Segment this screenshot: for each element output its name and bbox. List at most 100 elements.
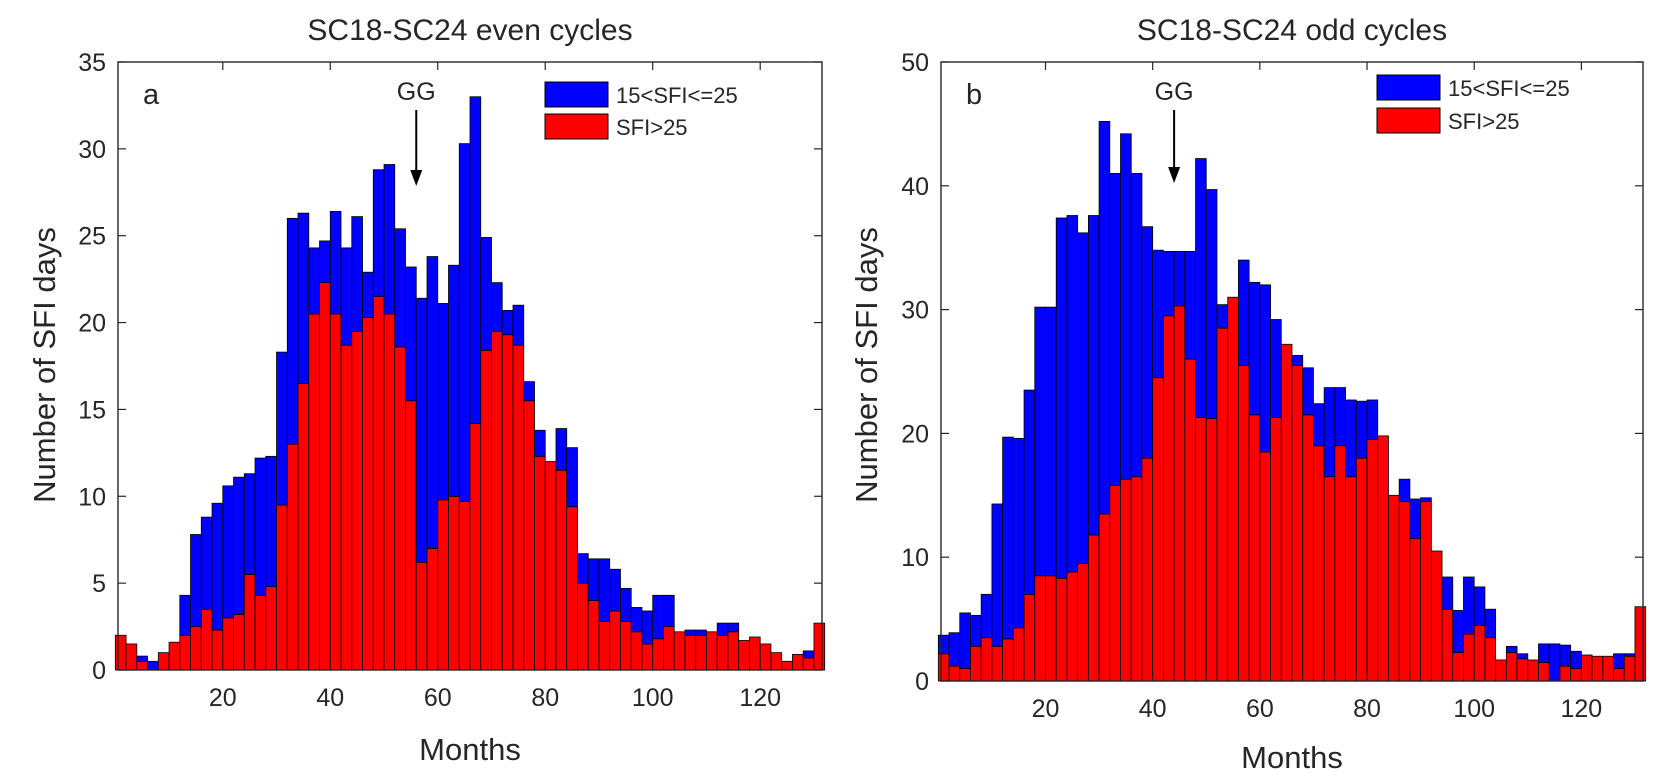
- panel-b-bar-blue: [1130, 173, 1143, 478]
- panel-b-bar-blue: [1173, 251, 1186, 307]
- panel-a-bar-red: [620, 620, 632, 671]
- panel-a-y-ticks: 0 5 10 15 20 25 30 35: [78, 49, 822, 685]
- panel-a-x-ticks: 20 40 60 80 100 120: [209, 62, 781, 712]
- panel-a-bar-red: [286, 443, 299, 671]
- panel-a-bar-blue: [534, 429, 546, 457]
- panel-b-bar-red: [1398, 501, 1411, 682]
- panel-a-bar-blue: [297, 212, 310, 384]
- panel-b-bar-red: [1495, 659, 1507, 682]
- panel-a-bar-red: [114, 634, 127, 671]
- panel-b-bar-red: [1248, 414, 1261, 682]
- panel-b-y-tick-label: 30: [901, 297, 929, 325]
- panel-b-bar-red: [1634, 606, 1647, 682]
- panel-a-bar-red: [426, 548, 439, 671]
- panel-b-bar-blue: [1484, 608, 1497, 639]
- panel-b-bar-blue: [1398, 478, 1411, 502]
- panel-b-bar-blue: [1355, 400, 1368, 459]
- panel-b-bar-red: [1055, 577, 1068, 682]
- panel-b-bar-red: [1463, 633, 1475, 682]
- panel-b-bar-red: [1580, 654, 1593, 682]
- panel-a-bar-blue: [222, 485, 234, 619]
- panel-a-bar-red: [276, 504, 288, 671]
- panel-b-bar-blue: [1463, 576, 1475, 635]
- panel-b-bar-red: [959, 668, 971, 682]
- panel-b-bar-blue: [1184, 251, 1196, 360]
- panel-a-bar-red: [125, 643, 138, 671]
- panel-a-bar-blue: [555, 428, 568, 471]
- panel-b-bar-blue: [1195, 158, 1207, 418]
- panel-b-bar-blue: [1548, 643, 1561, 682]
- panel-a-bar-blue: [566, 447, 578, 508]
- panel-a-bar-blue: [491, 282, 503, 332]
- panel-a-bar-blue: [329, 210, 342, 315]
- panel-a-bar-blue: [620, 587, 632, 622]
- panel-b-x-axis-label: Months: [1241, 740, 1343, 775]
- panel-a-bar-blue: [587, 558, 600, 601]
- panel-a-bar-red: [673, 631, 686, 671]
- panel-b-bar-blue: [1441, 576, 1454, 610]
- panel-b-bar-red: [1559, 665, 1572, 682]
- panel-b-bar-red: [980, 637, 993, 682]
- panel-b-x-tick-label: 60: [1246, 695, 1274, 723]
- panel-a-bar-red: [211, 629, 224, 671]
- panel-a-bar-red: [157, 652, 170, 671]
- panel-b-bar-red: [1591, 655, 1604, 682]
- panel-b-bar-blue: [1066, 215, 1079, 573]
- panel-a-bar-red: [297, 382, 310, 671]
- panel-a-legend-label-red: SFI>25: [616, 115, 688, 140]
- panel-a-bar-blue: [448, 264, 460, 497]
- panel-a-bar-blue: [577, 553, 589, 584]
- panel-a-bar-blue: [233, 476, 245, 615]
- panel-a-legend: 15<SFI<=25 SFI>25: [544, 81, 738, 140]
- panel-a-bar-red: [684, 634, 697, 671]
- panel-b-gg-annotation: GG: [1155, 78, 1194, 183]
- panel-a-bar-red: [609, 610, 621, 671]
- panel-a-x-axis-label: Months: [419, 732, 521, 767]
- panel-b-bar-blue: [1077, 232, 1089, 564]
- panel-a-bar-red: [555, 469, 568, 671]
- panel-b-bar-blue: [1259, 284, 1271, 453]
- panel-b-bar-red: [1034, 575, 1046, 682]
- panel-b-bar-red: [1066, 571, 1079, 682]
- panel-a-title: SC18-SC24 even cycles: [307, 14, 632, 47]
- panel-b-legend: 15<SFI<=25 SFI>25: [1376, 74, 1570, 134]
- panel-a-legend-swatch-red: [544, 113, 609, 140]
- panel-b-bar-blue: [959, 612, 971, 670]
- panel-a-bar-red: [501, 334, 514, 671]
- panel-b-bar-red: [948, 665, 961, 682]
- panel-b-bar-blue: [1045, 306, 1057, 577]
- panel-b-bar-red: [1623, 655, 1636, 682]
- panel-a-bar-blue: [727, 622, 740, 633]
- panel-b-x-tick-label: 20: [1032, 695, 1060, 723]
- panel-a-bar-blue: [362, 271, 374, 318]
- panel-b-bar-blue: [1098, 121, 1111, 515]
- panel-b-bar-blue: [1473, 586, 1486, 626]
- panel-b-bar-red: [1323, 476, 1336, 682]
- panel-a-bar-blue: [383, 164, 396, 315]
- panel-b-bar-blue: [1452, 610, 1464, 653]
- panel-b-bar-blue: [1409, 498, 1422, 540]
- panel-a-bar-red: [329, 313, 342, 671]
- panel-b-bar-blue: [1559, 644, 1572, 667]
- panel-a-bar-red: [738, 640, 750, 671]
- panel-a-bar-red: [534, 455, 546, 671]
- panel-b-bar-red: [1280, 343, 1293, 682]
- panel-a-bar-red: [802, 657, 815, 671]
- panel-a-gg-arrowhead: [410, 170, 423, 186]
- panel-a-bar-blue: [351, 216, 363, 332]
- panel-a-bar-red: [727, 631, 740, 671]
- panel-b-bar-red: [1334, 445, 1346, 682]
- panel-b-bar-blue: [1613, 653, 1625, 670]
- panel-b-bar-blue: [1152, 249, 1164, 379]
- panel-b-bar-blue: [1570, 650, 1582, 670]
- panel-b-bar-red: [991, 645, 1004, 682]
- panel-b-bar-blue: [1141, 226, 1154, 459]
- panel-b-bar-red: [1388, 494, 1400, 682]
- panel-a-bar-blue: [802, 650, 815, 659]
- panel-a-gg-label: GG: [397, 78, 436, 106]
- panel-a-bar-blue: [190, 534, 202, 627]
- panel-a-bar-blue: [469, 96, 482, 424]
- panel-a-bar-red: [437, 499, 449, 671]
- panel-a-bar-blue: [265, 455, 277, 588]
- panel-a-axes-frame: [117, 61, 823, 671]
